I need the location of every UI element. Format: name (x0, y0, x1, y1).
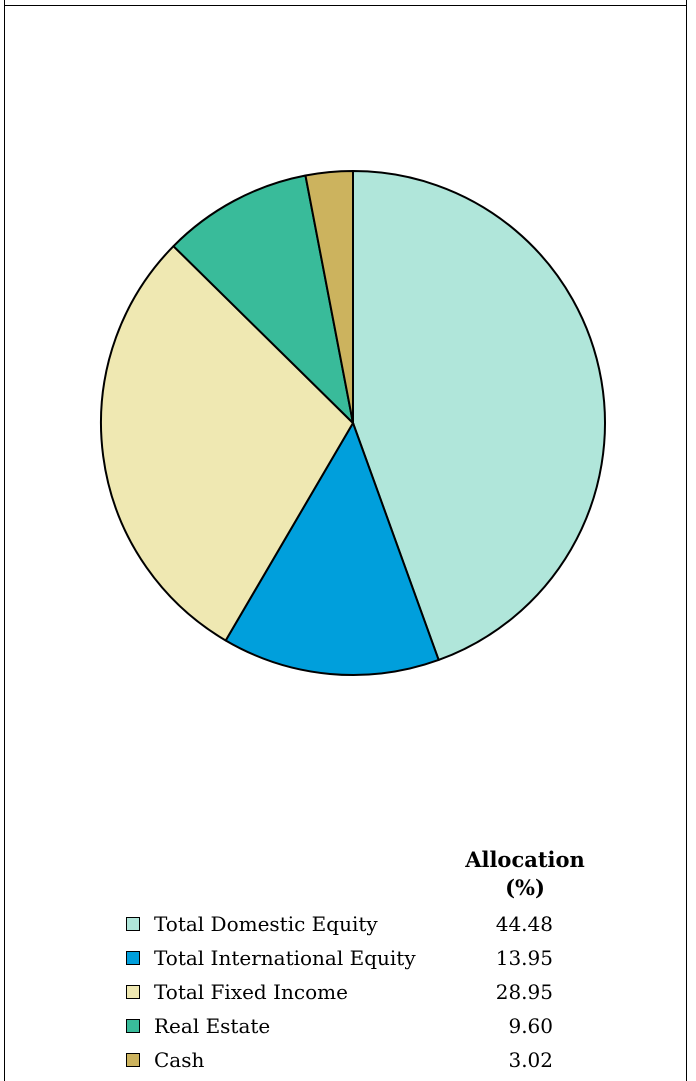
legend-value: 28.95 (495, 980, 553, 1004)
legend-label: Cash (154, 1048, 205, 1072)
legend-item-real-estate: Real Estate 9.60 (126, 1009, 566, 1043)
legend: Total Domestic Equity 44.48 Total Intern… (126, 907, 566, 1077)
legend-item-total-fixed-income: Total Fixed Income 28.95 (126, 975, 566, 1009)
chart-frame (4, 0, 687, 1081)
top-border (4, 5, 687, 6)
legend-label: Total Domestic Equity (154, 912, 378, 936)
allocation-column-header: Allocation (%) (455, 846, 595, 902)
pie-slice-cash (304, 170, 354, 424)
legend-item-cash: Cash 3.02 (126, 1043, 566, 1077)
legend-item-total-international-equity: Total International Equity 13.95 (126, 941, 566, 975)
legend-value: 9.60 (508, 1014, 553, 1038)
legend-label: Real Estate (154, 1014, 271, 1038)
pie-slice-total-domestic-equity (352, 170, 606, 661)
legend-swatch (126, 1053, 140, 1067)
legend-swatch (126, 1019, 140, 1033)
legend-swatch (126, 917, 140, 931)
legend-value: 44.48 (495, 912, 553, 936)
legend-swatch (126, 985, 140, 999)
pie-slice-total-fixed-income (100, 245, 354, 642)
allocation-header-line1: Allocation (465, 847, 585, 872)
legend-value: 13.95 (495, 946, 553, 970)
legend-value: 3.02 (508, 1048, 553, 1072)
pie-slice-real-estate (172, 174, 354, 424)
legend-label: Total International Equity (154, 946, 416, 970)
legend-item-total-domestic-equity: Total Domestic Equity 44.48 (126, 907, 566, 941)
legend-label: Total Fixed Income (154, 980, 348, 1004)
pie-chart (100, 170, 606, 676)
legend-swatch (126, 951, 140, 965)
allocation-header-line2: (%) (505, 875, 545, 900)
pie-slice-total-international-equity (224, 422, 440, 676)
